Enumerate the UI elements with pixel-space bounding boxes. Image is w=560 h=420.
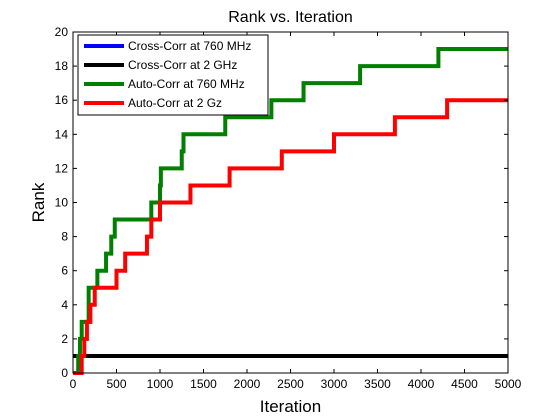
y-axis-label: Rank: [29, 182, 48, 222]
y-tick-label: 20: [55, 25, 69, 39]
legend-label: Cross-Corr at 760 MHz: [128, 39, 251, 53]
x-tick-label: 4500: [451, 377, 478, 391]
y-tick-label: 12: [55, 161, 69, 175]
legend-label: Auto-Corr at 760 MHz: [128, 77, 245, 91]
y-tick-label: 14: [55, 127, 69, 141]
x-tick-label: 2500: [277, 377, 304, 391]
x-tick-label: 1500: [190, 377, 217, 391]
x-tick-label: 500: [106, 377, 126, 391]
x-tick-label: 4000: [408, 377, 435, 391]
legend: Cross-Corr at 760 MHz Cross-Corr at 2 GHz…: [77, 34, 269, 116]
legend-label: Auto-Corr at 2 Gz: [128, 96, 222, 110]
plot-lines: [73, 47, 508, 375]
y-tick-label: 10: [55, 196, 69, 210]
x-axis-label: Iteration: [260, 397, 321, 416]
y-tick-label: 8: [61, 230, 68, 244]
y-tick-label: 18: [55, 59, 69, 73]
x-tick-label: 2000: [234, 377, 261, 391]
x-tick-label: 5000: [495, 377, 522, 391]
chart-title: Rank vs. Iteration: [228, 9, 353, 26]
y-tick-label: 0: [61, 366, 68, 380]
y-tick-label: 6: [61, 264, 68, 278]
legend-label: Cross-Corr at 2 GHz: [128, 58, 237, 72]
y-tick-label: 4: [61, 298, 68, 312]
series-line-3: [73, 98, 508, 375]
y-tick-label: 2: [61, 332, 68, 346]
x-axis: 0 500 1000 1500 2000 2500 3000 3500 4000 4500 5000: [70, 32, 522, 391]
y-tick-label: 16: [55, 93, 69, 107]
y-axis: 0 2 4 6 8 10 12 14 16 18 20: [55, 25, 508, 380]
x-tick-label: 0: [70, 377, 77, 391]
x-tick-label: 3000: [321, 377, 348, 391]
x-tick-label: 3500: [364, 377, 391, 391]
x-tick-label: 1000: [147, 377, 174, 391]
